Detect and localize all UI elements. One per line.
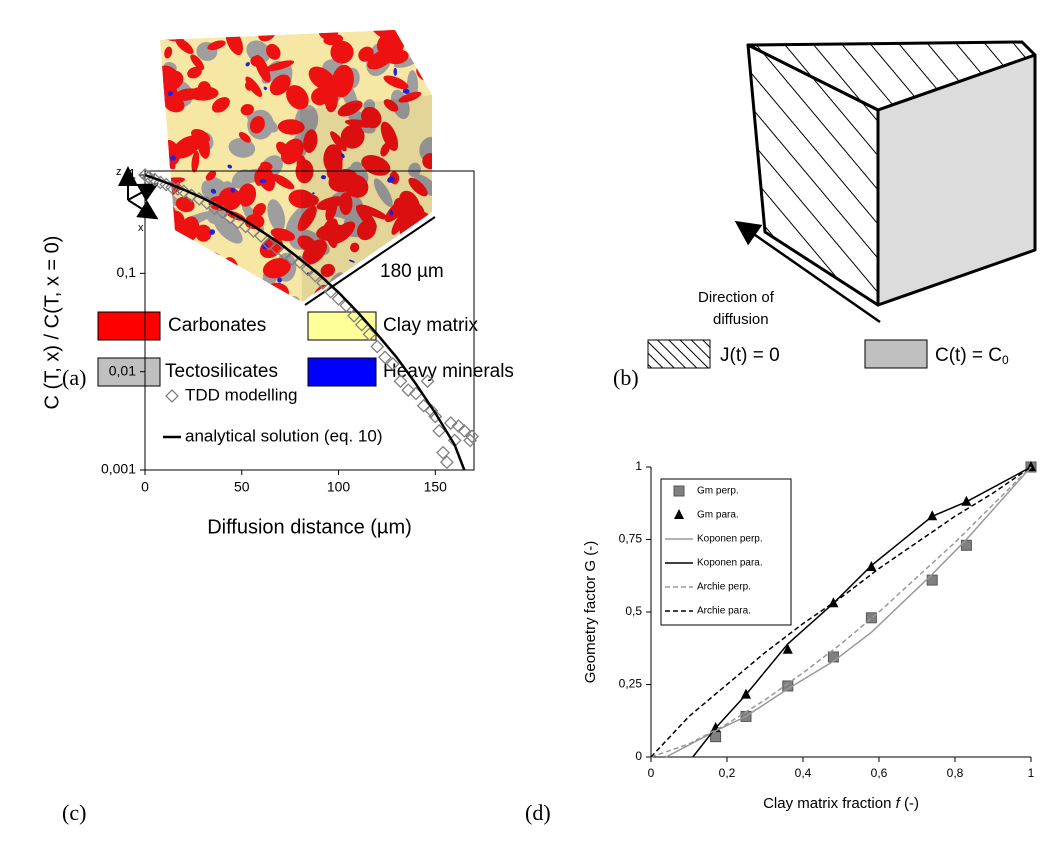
y-tick-label: 0,75 [619,532,643,546]
legend: Gm perp. Gm para. Koponen perp. Koponen par… [661,479,791,625]
legend-label: J(t) = 0 [720,345,780,366]
mineral-grain [411,37,426,55]
y-tick-label: 0,01 [109,362,136,378]
x-tick-label: 0,6 [871,766,888,780]
y-tick-label: 1 [128,166,136,182]
y-tick-label: 0 [635,749,642,763]
mineral-grain [365,286,378,298]
point [927,575,937,585]
panel-label: (b) [613,365,639,390]
y-tick-label: 0,25 [619,677,643,691]
mineral-grain [224,284,268,318]
mineral-grain [220,257,239,288]
mineral-grain [414,286,428,300]
legend-label: Archie perp. [697,582,751,593]
chart: 0 0,2 0,4 0,6 0,8 1 0 0,25 0,5 0,75 1 Clay matrix f… [582,459,1036,812]
panel-label: (c) [62,800,86,825]
legend-label: Carbonates [168,315,266,336]
scale-label: 180 µm [380,261,444,282]
x-axis-label: Diffusion distance (µm) [207,516,412,538]
axis-z: z [116,166,122,178]
x-tick-label: 50 [234,479,250,495]
legend-swatch [865,340,927,368]
mineral-grain [396,279,418,301]
x-tick-label: 100 [327,479,351,495]
mineral-grain [347,277,380,309]
mineral-grain [389,245,407,262]
y-tick-label: 0,5 [625,604,642,618]
legend: TDD modelling analytical solution (eq. 10… [163,385,383,445]
panel-label: (d) [525,800,551,825]
point [961,540,971,550]
point [402,384,414,396]
mineral-grain [149,190,173,208]
mineral-grain [153,294,174,312]
mineral-grain [236,298,240,302]
y-axis-label: C (T, x) / C(T, x = 0) [41,236,63,410]
axis-x: x [138,222,144,234]
mineral-grain [187,253,193,258]
panel-label: (a) [62,365,86,390]
legend-swatch [308,358,376,386]
x-axis-label: Clay matrix fraction f (-) [763,795,919,812]
y-tick-label: 0,001 [101,461,136,477]
legend-label: Koponen para. [697,558,763,569]
legend-label: analytical solution (eq. 10) [185,426,383,445]
legend-label: Clay matrix [383,315,479,336]
x-tick-label: 0,8 [947,766,964,780]
legend-swatch [648,340,710,368]
point [674,486,684,496]
mineral-grain [405,22,421,39]
mineral-grain [340,276,373,308]
arrow-label: diffusion [713,311,769,328]
mineral-grain [277,278,282,283]
point [961,496,971,506]
legend-label: C(t) = C0 [935,345,1009,367]
figure: z y x 180 µm Carbonates Clay matrix Tect… [0,0,1044,841]
legend-label: Gm para. [697,510,739,521]
x-tick-label: 0 [141,479,149,495]
mineral-grain [149,272,171,295]
y-tick-label: 0,1 [117,264,137,280]
x-tick-label: 0,4 [795,766,812,780]
arrow-label: Direction of [698,289,775,306]
mineral-grain [160,253,176,269]
x-tick-label: 0 [648,766,655,780]
legend-label: Koponen perp. [697,534,763,545]
x-tick-label: 0,2 [719,766,736,780]
mineral-grain [353,274,373,300]
legend-label: Tectosilicates [165,361,278,382]
mineral-grain [396,229,433,259]
mineral-grain [379,298,386,305]
point [371,341,383,353]
label-part: Clay matrix fraction [763,795,896,812]
x-tick-label: 150 [424,479,448,495]
legend-swatch [98,312,160,340]
point [166,390,178,402]
legend-label: TDD modelling [185,385,297,404]
y-axis-label: Geometry factor G (-) [582,541,599,684]
mineral-grain [233,297,246,311]
legend-label: Archie para. [697,606,751,617]
label-part: (-) [900,795,919,812]
mineral-grain [404,241,423,262]
mineral-grain [193,249,216,276]
legend-label: Gm perp. [697,486,739,497]
boundary-cube [748,42,1035,305]
x-tick-label: 1 [1028,766,1035,780]
y-tick-label: 1 [635,459,642,473]
legend-box [661,479,791,625]
